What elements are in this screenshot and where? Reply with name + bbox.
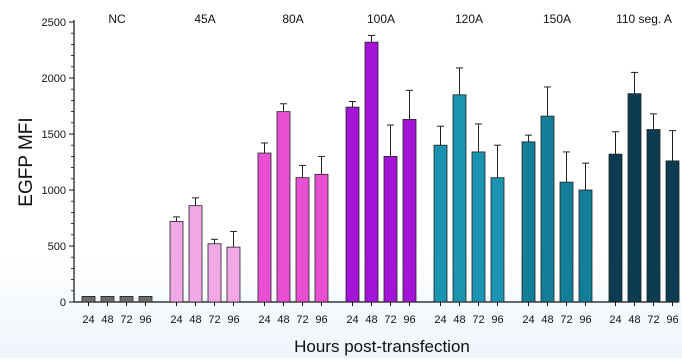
bar bbox=[627, 93, 642, 303]
x-tick-label: 96 bbox=[315, 314, 327, 326]
x-tick-label: 48 bbox=[628, 314, 640, 326]
x-tick-label: 72 bbox=[384, 314, 396, 326]
bar bbox=[276, 111, 291, 303]
group-label: NC bbox=[108, 12, 126, 26]
x-tick-label: 72 bbox=[296, 314, 308, 326]
bar bbox=[81, 295, 96, 303]
x-tick-label: 72 bbox=[560, 314, 572, 326]
bar bbox=[665, 160, 680, 303]
bar bbox=[169, 220, 184, 303]
y-tick-label: 500 bbox=[48, 241, 66, 253]
x-tick-label: 24 bbox=[522, 314, 534, 326]
x-axis-label: Hours post-transfection bbox=[294, 337, 470, 356]
bar bbox=[402, 119, 417, 303]
bar bbox=[345, 106, 360, 303]
bar bbox=[383, 155, 398, 303]
x-tick-label: 96 bbox=[491, 314, 503, 326]
bar bbox=[578, 189, 593, 303]
bar bbox=[521, 141, 536, 303]
bar bbox=[207, 243, 222, 303]
x-tick-label: 48 bbox=[277, 314, 289, 326]
y-tick-label: 0 bbox=[60, 297, 66, 309]
x-tick-label: 24 bbox=[82, 314, 94, 326]
x-tick-label: 48 bbox=[101, 314, 113, 326]
bar bbox=[314, 173, 329, 303]
y-tick-label: 1000 bbox=[42, 185, 66, 197]
bar bbox=[646, 129, 661, 303]
x-tick-label: 72 bbox=[208, 314, 220, 326]
group-label: 100A bbox=[367, 12, 395, 26]
x-tick-label: 72 bbox=[472, 314, 484, 326]
x-tick-label: 48 bbox=[189, 314, 201, 326]
x-tick-label: 24 bbox=[346, 314, 358, 326]
bar bbox=[257, 152, 272, 303]
bar bbox=[471, 151, 486, 303]
y-axis-label: EGFP MFI bbox=[16, 117, 37, 206]
bar bbox=[100, 295, 115, 303]
bar bbox=[559, 181, 574, 303]
x-tick-label: 48 bbox=[365, 314, 377, 326]
group-label: 45A bbox=[194, 12, 215, 26]
bar bbox=[490, 177, 505, 303]
bar bbox=[138, 295, 153, 303]
x-tick-label: 24 bbox=[434, 314, 446, 326]
bar bbox=[295, 177, 310, 303]
x-tick-label: 96 bbox=[666, 314, 678, 326]
bar bbox=[608, 153, 623, 303]
bar bbox=[540, 115, 555, 303]
bar bbox=[433, 144, 448, 303]
bar bbox=[188, 205, 203, 303]
x-tick-label: 96 bbox=[227, 314, 239, 326]
x-tick-label: 72 bbox=[647, 314, 659, 326]
bar bbox=[452, 94, 467, 303]
y-tick-label: 1500 bbox=[42, 129, 66, 141]
group-label: 120A bbox=[455, 12, 483, 26]
bar bbox=[119, 295, 134, 303]
x-tick-label: 24 bbox=[170, 314, 182, 326]
group-label: 150A bbox=[543, 12, 571, 26]
y-tick-label: 2500 bbox=[42, 17, 66, 29]
x-tick-label: 24 bbox=[258, 314, 270, 326]
group-label: 110 seg. A bbox=[616, 12, 672, 26]
x-tick-label: 48 bbox=[541, 314, 553, 326]
x-tick-label: 48 bbox=[453, 314, 465, 326]
y-tick-label: 2000 bbox=[42, 73, 66, 85]
x-tick-label: 72 bbox=[120, 314, 132, 326]
x-tick-label: 96 bbox=[403, 314, 415, 326]
group-label: 80A bbox=[282, 12, 303, 26]
x-tick-label: 96 bbox=[579, 314, 591, 326]
bar bbox=[364, 41, 379, 303]
x-tick-label: 24 bbox=[609, 314, 621, 326]
bar bbox=[226, 246, 241, 303]
x-tick-label: 96 bbox=[139, 314, 151, 326]
